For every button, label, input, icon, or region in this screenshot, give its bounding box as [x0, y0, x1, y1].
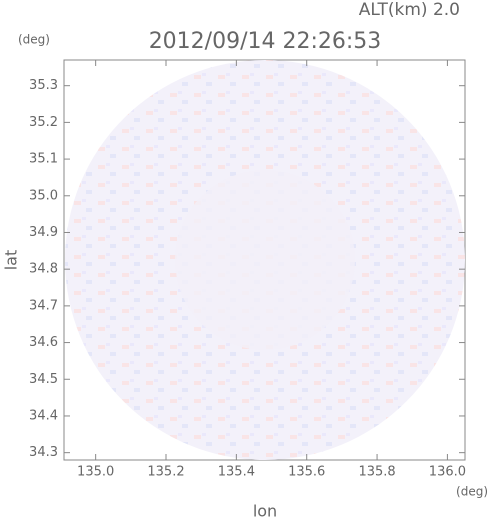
y-tick-label: 35.2	[29, 115, 58, 130]
y-tick-label: 34.9	[29, 225, 58, 240]
y-tick-label: 34.4	[29, 408, 58, 423]
x-tick-label: 136.0	[429, 465, 466, 480]
y-unit: (deg)	[18, 33, 50, 47]
x-tick-label: 135.2	[147, 465, 184, 480]
x-axis-label: lon	[253, 502, 277, 521]
x-tick-label: 135.4	[218, 465, 255, 480]
y-tick-label: 34.5	[29, 372, 58, 387]
x-unit: (deg)	[456, 485, 488, 499]
y-tick-label: 34.6	[29, 335, 58, 350]
y-tick-label: 34.3	[29, 445, 58, 460]
x-tick-label: 135.8	[358, 465, 395, 480]
y-tick-label: 35.1	[29, 152, 58, 167]
x-tick-label: 135.0	[77, 465, 114, 480]
y-tick-label: 34.7	[29, 298, 58, 313]
x-tick-label: 135.6	[288, 465, 325, 480]
y-tick-label: 35.0	[29, 188, 58, 203]
y-tick-label: 35.3	[29, 78, 58, 93]
y-tick-label: 34.8	[29, 262, 58, 277]
altitude-label: ALT(km) 2.0	[359, 0, 460, 20]
chart-title: 2012/09/14 22:26:53	[149, 29, 382, 54]
y-axis-label: lat	[2, 250, 21, 271]
radar-center	[175, 170, 355, 350]
